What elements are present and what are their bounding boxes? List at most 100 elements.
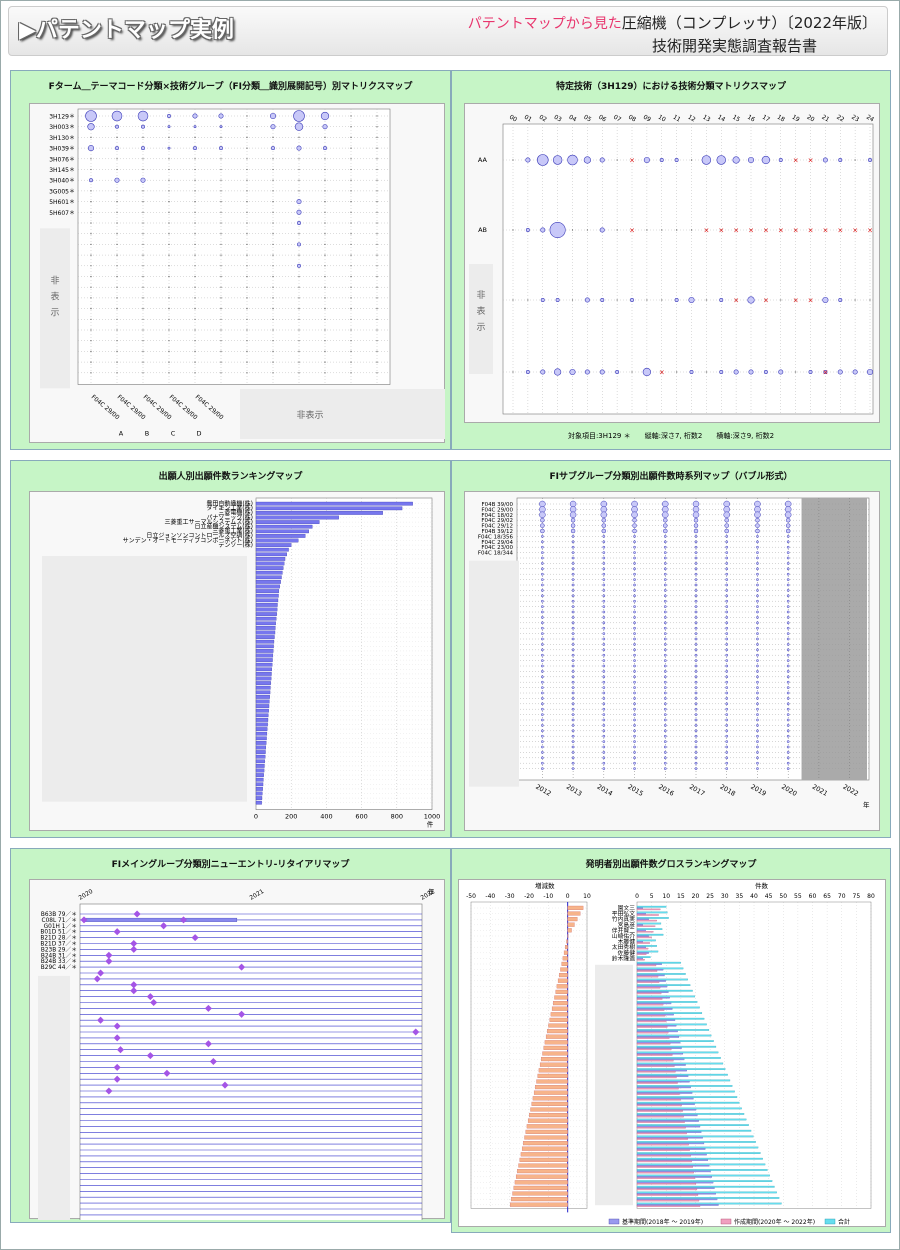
ranking-bar [255,630,276,635]
total-bar [636,1062,724,1065]
chart-area: 3H129＊ 3H003＊ 3H130＊ 3H039＊ 3H076＊ 3H145＊ 3H04… [29,103,445,443]
left-axis-title: 増減数 [535,881,555,890]
matrix-dot [512,159,514,161]
timeseries-bubble [725,643,729,646]
matrix-dot [116,286,118,288]
ranking-bar [255,649,274,653]
timeseries-bubble [754,511,761,519]
total-bar [636,978,688,981]
matrix-dot [90,201,92,203]
timeseries-bubble [541,756,544,760]
matrix-dot [90,254,92,256]
ranking-bar [255,777,264,782]
timeseries-bubble [724,517,729,523]
timeseries-bubble [756,556,759,560]
timeseries-bubble [633,691,636,695]
timeseries-bubble [633,653,636,657]
no-data-cross: × [808,227,814,235]
row-label: F04C 29/04 [481,540,513,546]
timeseries-bubble [694,729,698,733]
timeseries-bubble [602,702,606,706]
base-period-bar [636,1103,695,1105]
matrix-dot [376,372,378,374]
matrix-bubble [167,114,171,118]
timeseries-bubble [541,567,544,571]
panel-title: FIメイングループ分類別ニューエントリ-リタイアリマップ [111,860,350,870]
col-label: 05 [582,114,592,124]
panel-timeseries: FIサブグループ分類別出願件数時系列マップ（バブル形式） 2012 2013 201… [451,460,891,838]
timeseries-bubble [725,729,729,733]
matrix-dot [194,243,196,245]
matrix-dot [324,168,326,171]
matrix-dot [220,372,222,374]
timeseries-bubble [633,599,636,603]
row-label: B24B 33／＊ [41,958,77,965]
delta-bar [541,1057,568,1062]
no-data-cross: × [733,297,739,305]
matrix-bubble [297,221,301,225]
timeseries-bubble [725,632,729,635]
ranking-bar [255,796,263,800]
matrix-dot [765,299,767,301]
ranking-bar [255,727,268,731]
timeseries-bubble [633,702,636,706]
current-period-bar [636,1020,667,1023]
base-period-bar [636,1058,685,1061]
matrix-dot [220,297,222,299]
timeseries-bubble [694,632,698,635]
no-data-cross: × [763,227,769,235]
delta-bar [512,1191,568,1196]
timeseries-bubble [662,500,669,508]
ranking-bar [255,515,339,520]
timeseries-bubble [786,659,790,662]
matrix-dot [324,158,326,160]
timeseries-bubble [633,670,636,673]
ranking-bar [255,580,281,584]
matrix-dot [90,158,92,160]
right-tick-label: 20 [692,893,700,900]
matrix-dot [246,275,248,278]
timeseries-bubble [633,729,636,733]
delta-bar [553,1001,568,1006]
base-period-bar [636,1047,682,1049]
matrix-dot [220,275,222,278]
delta-bar [567,905,584,910]
matrix-dot [298,297,300,299]
delta-bar [556,984,568,989]
total-bar [636,1090,735,1093]
matrix-dot [142,222,144,224]
timeseries-bubble [692,500,700,508]
delta-bar [531,1101,568,1106]
timeseries-bubble [756,567,759,571]
matrix-dot [90,361,92,363]
timeseries-bubble [571,589,575,592]
ranking-bar [255,800,262,805]
matrix-dot [168,361,170,363]
row-label: B21D 37／＊ [40,941,77,948]
timeseries-bubble [694,621,698,625]
matrix-dot [350,158,352,160]
matrix-dot [350,254,352,256]
report-subtitle-line2: 技術開発実態調査報告書 [651,37,817,55]
timeseries-bubble [541,729,544,733]
delta-bar [567,911,581,916]
current-period-bar [636,1043,671,1045]
row-label: AA [478,156,488,164]
timeseries-bubble [541,583,544,587]
delta-bar [521,1146,568,1151]
base-period-bar [636,907,643,909]
x-tick-label: 2013 [565,783,583,798]
timeseries-bubble [756,745,759,749]
matrix-dot [324,329,326,331]
timeseries-bubble [786,724,790,727]
timeseries-bubble [569,506,577,513]
timeseries-bubble [756,605,759,608]
matrix-dot [298,136,300,138]
timeseries-bubble [663,556,667,560]
ranking-bar [255,612,277,616]
timeseries-bubble [539,500,546,508]
panel-matrix-map: Fターム＿テーマコード分類×技術グループ（FI分類＿識別展開記号）別マトリクスマ… [10,70,451,450]
left-tick-label: 0 [566,893,570,900]
matrix-dot [142,297,144,299]
timeseries-bubble [786,589,790,592]
